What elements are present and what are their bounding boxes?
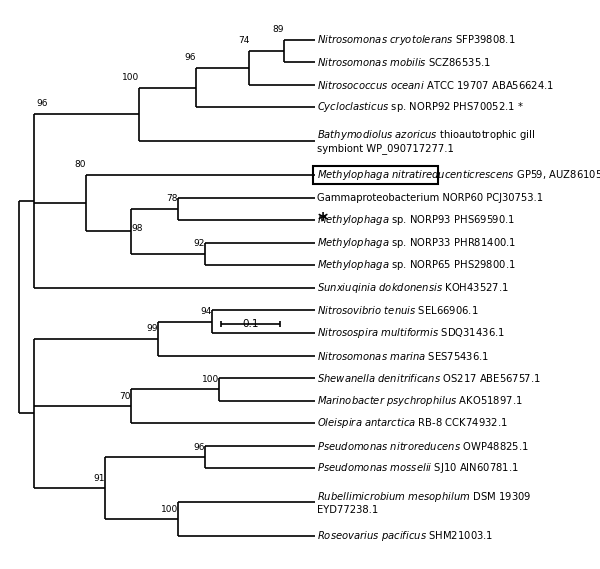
Text: $\it{Nitrosospira}$ $\it{multiformis}$ SDQ31436.1: $\it{Nitrosospira}$ $\it{multiformis}$ S… [317, 326, 506, 340]
Bar [313, 166, 438, 184]
Text: 98: 98 [131, 224, 143, 233]
Text: 78: 78 [166, 194, 178, 203]
Text: $\it{Rubellimicrobium}$ $\it{mesophilum}$ DSM 19309
EYD77238.1: $\it{Rubellimicrobium}$ $\it{mesophilum}… [317, 490, 532, 515]
Text: $\it{Roseovarius}$ $\it{pacificus}$ SHM21003.1: $\it{Roseovarius}$ $\it{pacificus}$ SHM2… [317, 529, 494, 543]
Text: 89: 89 [273, 25, 284, 34]
Text: 0.1: 0.1 [242, 319, 259, 329]
Text: 92: 92 [194, 240, 205, 249]
Text: $\it{Oleispira}$ $\it{antarctica}$ RB-8 CCK74932.1: $\it{Oleispira}$ $\it{antarctica}$ RB-8 … [317, 417, 508, 430]
Text: $\it{Methylophaga}$ $\it{nitratireducenticrescens}$ GP59, AUZ86105: $\it{Methylophaga}$ $\it{nitratireducent… [317, 168, 600, 182]
Text: 99: 99 [146, 324, 158, 333]
Text: $\it{Bathymodiolus}$ $\it{azoricus}$ thioautotrophic gill
symbiont WP_090717277.: $\it{Bathymodiolus}$ $\it{azoricus}$ thi… [317, 128, 536, 154]
Text: $\it{Pseudomonas}$ $\it{nitroreducens}$ OWP48825.1: $\it{Pseudomonas}$ $\it{nitroreducens}$ … [317, 440, 529, 452]
Text: *: * [317, 211, 328, 230]
Text: $\it{Shewanella}$ $\it{denitrificans}$ OS217 ABE56757.1: $\it{Shewanella}$ $\it{denitrificans}$ O… [317, 372, 541, 384]
Text: 80: 80 [75, 160, 86, 170]
Text: $\it{Nitrosomonas}$ $\it{mobilis}$ SCZ86535.1: $\it{Nitrosomonas}$ $\it{mobilis}$ SCZ86… [317, 56, 491, 68]
Text: 100: 100 [202, 375, 219, 384]
Text: 96: 96 [36, 98, 48, 108]
Text: 100: 100 [161, 505, 178, 514]
Text: $\it{Methylophaga}$ sp. NORP65 PHS29800.1: $\it{Methylophaga}$ sp. NORP65 PHS29800.… [317, 258, 516, 273]
Text: $\it{Sunxiuqinia}$ $\it{dokdonensis}$ KOH43527.1: $\it{Sunxiuqinia}$ $\it{dokdonensis}$ KO… [317, 281, 509, 295]
Text: 96: 96 [194, 443, 205, 452]
Text: $\it{Nitrosomonas}$ $\it{marina}$ SES75436.1: $\it{Nitrosomonas}$ $\it{marina}$ SES754… [317, 349, 490, 362]
Text: 96: 96 [184, 53, 196, 62]
Text: $\it{Pseudomonas}$ $\it{mosselii}$ SJ10 AIN60781.1: $\it{Pseudomonas}$ $\it{mosselii}$ SJ10 … [317, 461, 519, 476]
Text: $\it{Methylophaga}$ sp. NORP93 PHS69590.1: $\it{Methylophaga}$ sp. NORP93 PHS69590.… [317, 213, 516, 227]
Text: $\it{Cycloclasticus}$ sp. NORP92 PHS70052.1 *: $\it{Cycloclasticus}$ sp. NORP92 PHS7005… [317, 100, 524, 114]
Text: 100: 100 [121, 73, 139, 82]
Text: 74: 74 [238, 36, 250, 45]
Text: $\it{Marinobacter}$ $\it{psychrophilus}$ AKO51897.1: $\it{Marinobacter}$ $\it{psychrophilus}$… [317, 394, 523, 408]
Text: 70: 70 [119, 392, 131, 401]
Text: $\it{Nitrosococcus}$ $\it{oceani}$ ATCC 19707 ABA56624.1: $\it{Nitrosococcus}$ $\it{oceani}$ ATCC … [317, 79, 555, 90]
Text: $\it{Methylophaga}$ sp. NORP33 PHR81400.1: $\it{Methylophaga}$ sp. NORP33 PHR81400.… [317, 236, 517, 250]
Text: $\it{Nitrosovibrio}$ $\it{tenuis}$ SEL66906.1: $\it{Nitrosovibrio}$ $\it{tenuis}$ SEL66… [317, 304, 479, 316]
Text: 94: 94 [201, 307, 212, 316]
Text: Gammaproteobacterium NORP60 PCJ30753.1: Gammaproteobacterium NORP60 PCJ30753.1 [317, 192, 544, 203]
Text: $\it{Nitrosomonas}$ $\it{cryotolerans}$ SFP39808.1: $\it{Nitrosomonas}$ $\it{cryotolerans}$ … [317, 32, 516, 47]
Text: 91: 91 [94, 473, 105, 483]
